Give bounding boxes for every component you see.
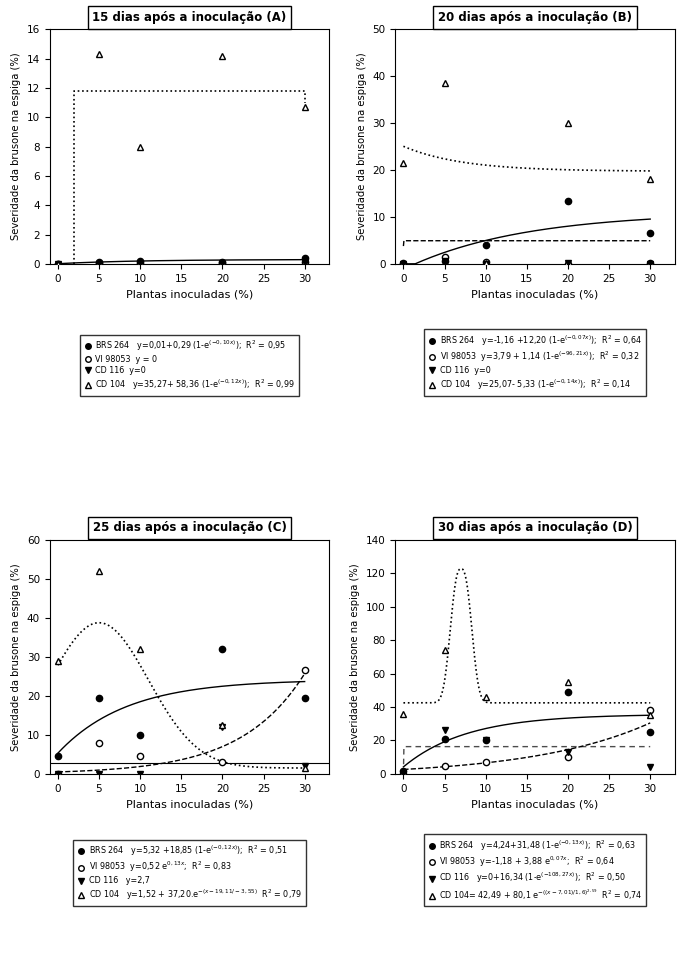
Title: 15 dias após a inoculação (A): 15 dias após a inoculação (A) (93, 11, 287, 24)
Y-axis label: Severidade da brusone na espiga (%): Severidade da brusone na espiga (%) (11, 53, 21, 240)
X-axis label: Plantas inoculadas (%): Plantas inoculadas (%) (126, 800, 253, 809)
X-axis label: Plantas inoculadas (%): Plantas inoculadas (%) (471, 289, 599, 299)
Y-axis label: Severidade da brusone na espiga (%): Severidade da brusone na espiga (%) (11, 563, 21, 751)
Y-axis label: Severidade da brusone na espiga (%): Severidade da brusone na espiga (%) (357, 53, 367, 240)
Title: 20 dias após a inoculação (B): 20 dias após a inoculação (B) (438, 11, 632, 24)
Legend: BRS 264   y=4,24+31,48 (1-e$^{(-0,13x)}$);  R$^2$ = 0,63, VI 98053  y=-1,18 + 3,: BRS 264 y=4,24+31,48 (1-e$^{(-0,13x)}$);… (424, 834, 646, 906)
X-axis label: Plantas inoculadas (%): Plantas inoculadas (%) (471, 800, 599, 809)
X-axis label: Plantas inoculadas (%): Plantas inoculadas (%) (126, 289, 253, 299)
Title: 30 dias após a inoculação (D): 30 dias após a inoculação (D) (438, 521, 632, 534)
Title: 25 dias após a inoculação (C): 25 dias após a inoculação (C) (93, 521, 287, 534)
Legend: BRS 264   y=0,01+0,29 (1-e$^{(-0,10x)}$);  R$^2$ = 0,95, VI 98053  y = 0, CD 116: BRS 264 y=0,01+0,29 (1-e$^{(-0,10x)}$); … (80, 335, 299, 396)
Legend: BRS 264   y=5,32 +18,85 (1-e$^{(-0,12x)}$);  R$^2$ = 0,51, VI 98053  y=0,52 e$^{: BRS 264 y=5,32 +18,85 (1-e$^{(-0,12x)}$)… (73, 840, 306, 906)
Legend: BRS 264   y=-1,16 +12,20 (1-e$^{(-0,07x)}$);  R$^2$ = 0,64, VI 98053  y=3,79 + 1: BRS 264 y=-1,16 +12,20 (1-e$^{(-0,07x)}$… (425, 329, 646, 396)
Y-axis label: Severidade da brusone na espiga (%): Severidade da brusone na espiga (%) (350, 563, 360, 751)
